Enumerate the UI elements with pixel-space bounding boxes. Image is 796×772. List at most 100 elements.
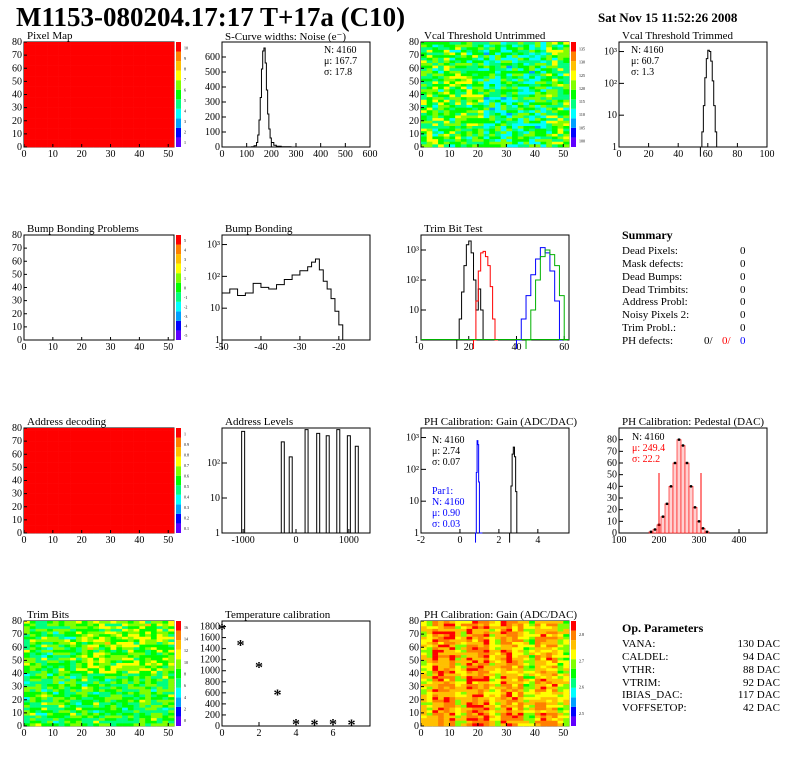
bump-problems-palette-cell (176, 282, 181, 293)
address-decoding-cell (70, 527, 77, 531)
trim-bits-cell (122, 699, 129, 703)
address-decoding-cell (116, 433, 123, 437)
ph-gain-map-cell (500, 634, 507, 638)
pixel-map-cell (93, 141, 100, 145)
address-decoding-cell (35, 441, 42, 445)
vcal-untrimmed-cell (443, 91, 450, 95)
pixel-map-cell (104, 70, 111, 74)
vcal-untrimmed-cell (506, 86, 513, 90)
address-decoding-cell (70, 449, 77, 452)
address-decoding-cell (75, 443, 82, 447)
pixel-map-cell (145, 91, 152, 95)
pixel-map-cell (52, 76, 59, 80)
vcal-untrimmed-cell (460, 94, 467, 98)
pixel-map-cell (24, 141, 31, 145)
vcal-untrimmed-cell (489, 144, 496, 148)
vcal-untrimmed-cell (438, 118, 445, 122)
vcal-untrimmed-cell (506, 110, 513, 114)
address-decoding-cell (116, 428, 123, 431)
ph-gain-map-cell (466, 655, 473, 659)
vcal-untrimmed-cell (489, 133, 496, 137)
address-decoding-cell (64, 454, 71, 458)
ph-gain-map-cell (432, 636, 439, 640)
trim-bits-cell (81, 647, 88, 651)
address-decoding-cell (139, 454, 146, 458)
vcal-untrimmed-cell (432, 44, 439, 48)
trim-bits-cell (35, 678, 42, 682)
trim-bits-cell (116, 647, 123, 651)
vcal-untrimmed-cell (426, 86, 433, 90)
trim-bits-cell (29, 631, 36, 635)
pixel-map-cell (110, 131, 117, 135)
address-decoding-cell (145, 454, 152, 458)
address-decoding-cell (139, 512, 146, 515)
pixel-map-cell (127, 120, 134, 124)
trim-bits-cell (150, 623, 157, 627)
ph-gain-map-cell (489, 649, 496, 653)
pixel-map-cell (75, 73, 82, 77)
pixel-map-cell (139, 112, 146, 116)
pixel-map-cell (145, 99, 152, 103)
pixel-map-cell (52, 141, 59, 145)
vcal-untrimmed-cell (523, 42, 530, 45)
trim-bits-cell (52, 665, 59, 669)
ph-gain-map-cell (421, 720, 427, 724)
vcal-untrimmed-cell (506, 89, 513, 93)
address-decoding-cell (70, 504, 77, 508)
address-decoding-cell (87, 527, 94, 531)
trim-bits-cell (122, 670, 129, 674)
address-decoding-cell (52, 485, 59, 489)
trim-bits-cell (93, 684, 100, 687)
address-decoding-cell (99, 480, 106, 484)
ph-gain-map-cell (432, 676, 439, 680)
pixel-map-cell (127, 99, 134, 103)
address-decoding-cell (81, 491, 88, 494)
address-decoding-cell (139, 483, 146, 487)
trim-bits-cell (156, 676, 163, 680)
trim-bits-cell (133, 686, 140, 690)
pixel-map-cell (133, 102, 140, 106)
address-decoding-cell (35, 527, 42, 531)
vcal-untrimmed-cell (529, 63, 536, 66)
trim-bits-cell (47, 647, 54, 651)
vcal-untrimmed-cell (443, 57, 450, 61)
pixel-map-cell (29, 76, 36, 80)
address-decoding-cell (87, 517, 94, 521)
trim-bits-cell (145, 676, 152, 680)
vcal-untrimmed-cell (495, 94, 501, 98)
address-decoding-cell (156, 449, 163, 452)
pixel-map-cell (58, 55, 65, 59)
trim-bits-cell (162, 689, 169, 693)
address-decoding-cell (93, 475, 100, 479)
address-decoding-cell (104, 470, 111, 473)
pixel-map-cell (145, 70, 152, 74)
vcal-untrimmed-cell (500, 139, 507, 143)
vcal-untrimmed-cell (512, 99, 519, 103)
address-decoding-cell (81, 459, 88, 463)
address-decoding-cell (133, 438, 140, 442)
pixel-map-cell (24, 55, 31, 59)
ph-gain-map-cell (489, 634, 496, 638)
vcal-untrimmed-cell (500, 42, 507, 45)
trim-bits-cell (87, 636, 94, 640)
trim-bits-palette-label: 10 (184, 660, 188, 665)
ph-gain-map-cell (466, 715, 473, 719)
address-decoding-cell (122, 483, 129, 487)
pixel-map-cell (87, 84, 94, 87)
vcal-untrimmed-cell (512, 60, 519, 64)
ph-gain-map-cell (460, 684, 467, 687)
ph-gain-map-cell (421, 673, 427, 677)
ph-gain-map-cell (466, 665, 473, 669)
ph-gain-map-cell (443, 663, 450, 666)
vcal-untrimmed-cell (529, 84, 536, 87)
pixel-map-cell (104, 128, 111, 132)
pixel-map-cell (145, 49, 152, 53)
trim-bits-cell (150, 665, 157, 669)
pixel-map-cell (70, 133, 77, 137)
trim-bits-cell (150, 655, 157, 659)
vcal-untrimmed-cell (523, 115, 530, 119)
pixel-map-cell (70, 126, 77, 129)
vcal-untrimmed-cell (517, 139, 524, 143)
address-decoding-cell (87, 454, 94, 458)
vcal-untrimmed-cell (540, 144, 547, 148)
